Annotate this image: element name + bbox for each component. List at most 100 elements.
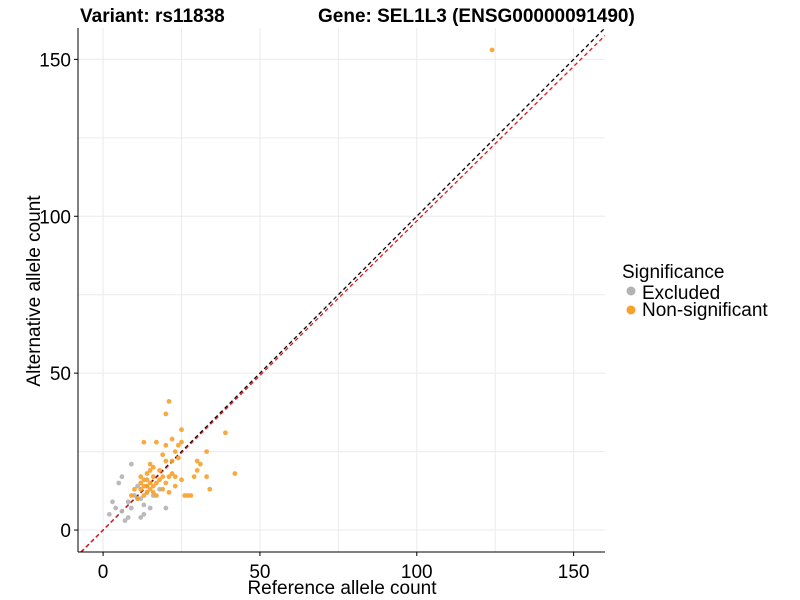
identity-line (80, 27, 606, 553)
legend-title: Significance (622, 262, 724, 283)
data-point (125, 499, 131, 505)
legend: Significance Excluded Non-significant (622, 262, 768, 321)
data-point (119, 508, 125, 514)
legend-label-excluded: Excluded (642, 283, 720, 304)
y-axis-title: Alternative allele count (24, 195, 45, 387)
data-point (163, 442, 169, 448)
data-point (128, 505, 134, 511)
y-tick-label: 150 (39, 50, 71, 71)
data-point (144, 489, 150, 495)
data-point (163, 505, 169, 511)
data-point (194, 458, 200, 464)
data-point (154, 439, 159, 445)
data-point (175, 442, 181, 448)
fit-line (80, 35, 606, 553)
data-point (160, 486, 166, 492)
data-point (106, 511, 112, 517)
data-point (150, 464, 156, 470)
series-non-significant (128, 47, 495, 502)
data-point (132, 486, 137, 492)
legend-swatch-excluded (626, 286, 636, 296)
legend-label-non-significant: Non-significant (642, 300, 768, 321)
data-point (113, 505, 119, 511)
data-point (166, 489, 172, 495)
x-tick-label: 100 (401, 562, 433, 583)
y-tick-label: 50 (50, 364, 71, 385)
data-point (128, 461, 134, 467)
y-tick-label: 0 (60, 521, 71, 542)
chart-title-gene: Gene: SEL1L3 (ENSG00000091490) (318, 6, 635, 27)
data-point (175, 455, 181, 461)
data-point (141, 502, 147, 508)
data-point (154, 493, 159, 498)
data-point (141, 439, 147, 445)
data-point (150, 489, 156, 495)
x-axis-title: Reference allele count (247, 578, 437, 599)
data-point (144, 483, 150, 489)
data-point (135, 483, 141, 489)
data-point (147, 486, 153, 492)
data-point (223, 430, 228, 436)
y-tick-label: 100 (39, 207, 71, 228)
tick-labels: 0 50 100 150 0 50 100 150 (39, 50, 589, 583)
data-point (144, 477, 150, 483)
data-point (157, 468, 162, 473)
data-point (166, 398, 172, 404)
data-point (172, 483, 178, 489)
data-point (138, 515, 144, 520)
data-point (150, 474, 156, 480)
data-point (197, 461, 203, 467)
chart-title-variant: Variant: rs11838 (80, 6, 225, 27)
data-point (169, 458, 175, 464)
axes (77, 28, 605, 553)
data-point (172, 474, 178, 480)
data-point (141, 511, 147, 517)
data-point (138, 474, 144, 480)
x-tick-label: 150 (558, 562, 590, 583)
data-point (125, 515, 131, 520)
data-point (179, 477, 184, 483)
data-point (207, 486, 213, 492)
data-point (147, 468, 153, 473)
data-point (147, 461, 153, 467)
data-point (179, 439, 184, 445)
data-point (232, 471, 238, 476)
data-points (106, 47, 495, 524)
data-point (169, 471, 175, 476)
data-point (135, 496, 141, 502)
data-point (169, 436, 175, 442)
data-point (194, 468, 200, 473)
data-point (138, 480, 144, 486)
data-point (163, 411, 169, 417)
data-point (154, 480, 159, 486)
data-point (147, 480, 153, 486)
reference-lines (80, 27, 606, 553)
data-point (166, 474, 172, 480)
data-point (119, 474, 125, 480)
data-point (204, 449, 210, 454)
data-point (157, 477, 162, 483)
data-point (110, 499, 115, 505)
data-point (141, 493, 147, 498)
data-point (191, 474, 197, 480)
grid-lines (78, 28, 605, 552)
data-point (163, 480, 169, 486)
data-point (179, 427, 184, 433)
data-point (144, 471, 150, 476)
data-point (147, 505, 153, 511)
x-tick-label: 50 (249, 562, 270, 583)
legend-swatch-non-significant (626, 305, 636, 315)
data-point (138, 486, 144, 492)
data-point (150, 483, 156, 489)
data-point (172, 449, 178, 454)
data-point (163, 458, 169, 464)
data-point (160, 452, 166, 458)
data-point (122, 518, 128, 524)
data-point (128, 493, 134, 498)
data-point (188, 493, 194, 498)
x-tick-label: 0 (98, 562, 109, 583)
data-point (489, 47, 495, 53)
data-point (160, 474, 166, 480)
data-point (204, 474, 210, 480)
